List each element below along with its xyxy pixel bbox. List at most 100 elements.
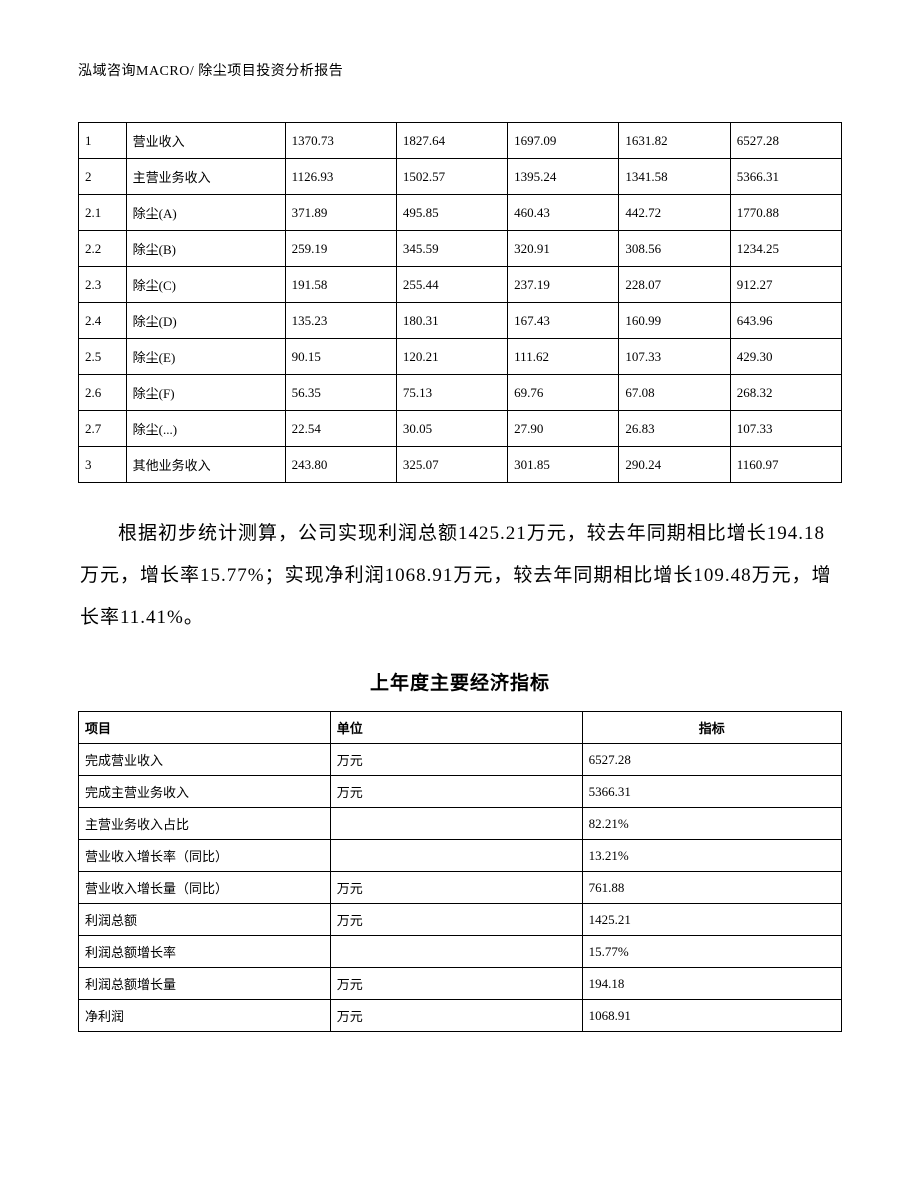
table-cell: 268.32 — [730, 375, 841, 411]
table-cell: 2.4 — [79, 303, 127, 339]
table-cell: 万元 — [330, 776, 582, 808]
table-cell: 90.15 — [285, 339, 396, 375]
table-cell: 69.76 — [508, 375, 619, 411]
table-cell — [330, 808, 582, 840]
table-row: 1营业收入1370.731827.641697.091631.826527.28 — [79, 123, 842, 159]
table-cell: 2.6 — [79, 375, 127, 411]
table-cell: 761.88 — [582, 872, 841, 904]
table-cell: 万元 — [330, 1000, 582, 1032]
table-cell: 万元 — [330, 968, 582, 1000]
table-row: 主营业务收入占比 82.21% — [79, 808, 842, 840]
table-row: 3其他业务收入243.80325.07301.85290.241160.97 — [79, 447, 842, 483]
table-cell: 1770.88 — [730, 195, 841, 231]
table-cell: 净利润 — [79, 1000, 331, 1032]
table-cell: 75.13 — [396, 375, 507, 411]
table-cell: 1160.97 — [730, 447, 841, 483]
table-header-cell: 项目 — [79, 712, 331, 744]
table-cell: 325.07 — [396, 447, 507, 483]
table-cell: 万元 — [330, 904, 582, 936]
table-row: 2.1除尘(A)371.89495.85460.43442.721770.88 — [79, 195, 842, 231]
table-cell: 营业收入增长量（同比） — [79, 872, 331, 904]
table-cell: 除尘(C) — [126, 267, 285, 303]
table-row: 2.7除尘(...)22.5430.0527.9026.83107.33 — [79, 411, 842, 447]
table-row: 净利润万元1068.91 — [79, 1000, 842, 1032]
table-cell: 290.24 — [619, 447, 730, 483]
table-cell: 除尘(...) — [126, 411, 285, 447]
table-row: 2.6除尘(F)56.3575.1369.7667.08268.32 — [79, 375, 842, 411]
table-cell: 255.44 — [396, 267, 507, 303]
table-cell: 194.18 — [582, 968, 841, 1000]
table-cell: 191.58 — [285, 267, 396, 303]
revenue-breakdown-table: 1营业收入1370.731827.641697.091631.826527.28… — [78, 122, 842, 483]
table-cell: 160.99 — [619, 303, 730, 339]
table-cell: 111.62 — [508, 339, 619, 375]
table-cell: 1697.09 — [508, 123, 619, 159]
table-cell: 371.89 — [285, 195, 396, 231]
table-cell: 107.33 — [619, 339, 730, 375]
table-cell: 3 — [79, 447, 127, 483]
table-cell: 2.5 — [79, 339, 127, 375]
table-cell: 1631.82 — [619, 123, 730, 159]
table-row: 营业收入增长率（同比）13.21% — [79, 840, 842, 872]
table-cell: 2.1 — [79, 195, 127, 231]
table-cell: 27.90 — [508, 411, 619, 447]
table-cell: 1425.21 — [582, 904, 841, 936]
table-row: 完成主营业务收入万元5366.31 — [79, 776, 842, 808]
table-cell: 320.91 — [508, 231, 619, 267]
table-cell: 180.31 — [396, 303, 507, 339]
table-cell: 除尘(E) — [126, 339, 285, 375]
table-cell: 120.21 — [396, 339, 507, 375]
table-row: 2.4除尘(D)135.23180.31167.43160.99643.96 — [79, 303, 842, 339]
table-cell: 442.72 — [619, 195, 730, 231]
table-cell: 495.85 — [396, 195, 507, 231]
table-cell: 1395.24 — [508, 159, 619, 195]
table-cell: 429.30 — [730, 339, 841, 375]
table-cell: 2.3 — [79, 267, 127, 303]
table-row: 2.5除尘(E)90.15120.21111.62107.33429.30 — [79, 339, 842, 375]
table-cell: 30.05 — [396, 411, 507, 447]
table-cell: 6527.28 — [582, 744, 841, 776]
document-page: 泓域咨询MACRO/ 除尘项目投资分析报告 1营业收入1370.731827.6… — [0, 0, 920, 1092]
table-header-row: 项目 单位 指标 — [79, 712, 842, 744]
table-cell: 1234.25 — [730, 231, 841, 267]
table-cell: 主营业务收入 — [126, 159, 285, 195]
table-cell: 643.96 — [730, 303, 841, 339]
table-row: 完成营业收入万元6527.28 — [79, 744, 842, 776]
table-cell: 460.43 — [508, 195, 619, 231]
table-cell: 营业收入 — [126, 123, 285, 159]
table-cell: 完成营业收入 — [79, 744, 331, 776]
summary-paragraph: 根据初步统计测算，公司实现利润总额1425.21万元，较去年同期相比增长194.… — [80, 513, 840, 638]
table-cell: 22.54 — [285, 411, 396, 447]
table-cell: 营业收入增长率（同比） — [79, 840, 331, 872]
table-cell: 301.85 — [508, 447, 619, 483]
table-cell: 1126.93 — [285, 159, 396, 195]
table-cell: 67.08 — [619, 375, 730, 411]
table-cell: 1370.73 — [285, 123, 396, 159]
table-cell: 万元 — [330, 744, 582, 776]
table-cell: 利润总额增长量 — [79, 968, 331, 1000]
table-cell: 6527.28 — [730, 123, 841, 159]
table-cell: 1 — [79, 123, 127, 159]
table-row: 利润总额万元1425.21 — [79, 904, 842, 936]
table-header-cell: 指标 — [582, 712, 841, 744]
table-cell — [330, 840, 582, 872]
table-cell: 1502.57 — [396, 159, 507, 195]
table-cell: 1827.64 — [396, 123, 507, 159]
table-cell: 82.21% — [582, 808, 841, 840]
table-cell: 其他业务收入 — [126, 447, 285, 483]
table-cell: 107.33 — [730, 411, 841, 447]
table-header-cell: 单位 — [330, 712, 582, 744]
table-cell: 万元 — [330, 872, 582, 904]
table-cell: 2.2 — [79, 231, 127, 267]
table-cell: 228.07 — [619, 267, 730, 303]
table-cell: 5366.31 — [730, 159, 841, 195]
table-cell: 167.43 — [508, 303, 619, 339]
table-row: 利润总额增长量万元194.18 — [79, 968, 842, 1000]
table-cell: 15.77% — [582, 936, 841, 968]
table-cell: 912.27 — [730, 267, 841, 303]
table-cell: 主营业务收入占比 — [79, 808, 331, 840]
table-cell: 除尘(A) — [126, 195, 285, 231]
table-cell — [330, 936, 582, 968]
table-cell: 2.7 — [79, 411, 127, 447]
table-cell: 1341.58 — [619, 159, 730, 195]
